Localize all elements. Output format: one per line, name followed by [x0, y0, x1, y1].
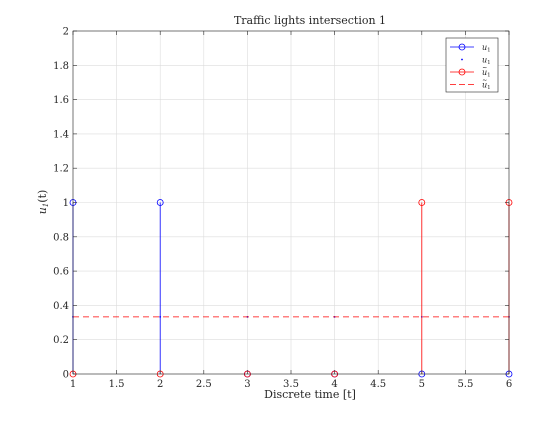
- x-tick-label: 5: [419, 379, 425, 390]
- legend-label: u1: [482, 68, 491, 79]
- legend-entry: u1~: [450, 77, 491, 91]
- legend-marker: [458, 43, 466, 51]
- y-tick-label: 0.6: [53, 267, 69, 278]
- y-tick-label: 2: [63, 27, 69, 38]
- x-tick-label: 3.5: [283, 379, 299, 390]
- tick-marks: [72, 30, 510, 375]
- y-tick-label: 0.4: [53, 301, 69, 312]
- y-tick-label: 0: [63, 370, 69, 381]
- legend-label: u1: [482, 81, 491, 92]
- x-tick-label: 1: [70, 379, 76, 390]
- legend-entry: u1: [461, 56, 491, 67]
- x-tick-label: 4.5: [370, 379, 386, 390]
- y-axis-label-sub: 1: [42, 203, 50, 207]
- stem-marker: [418, 199, 426, 206]
- y-tick-label: 1.4: [53, 129, 69, 140]
- y-tick-label: 0.8: [53, 232, 69, 243]
- x-tick-label: 1.5: [109, 379, 125, 390]
- x-tick-label: 3: [244, 379, 250, 390]
- y-tick-label: 1: [63, 198, 69, 209]
- legend-accent: ~: [482, 77, 487, 84]
- legend-label: u1: [482, 56, 491, 67]
- legend-entry: u1: [450, 43, 491, 54]
- mean-dot: [159, 315, 162, 318]
- x-tick-label: 2: [157, 379, 163, 390]
- y-tick-label: 1.2: [53, 164, 69, 175]
- legend-marker: [461, 58, 463, 61]
- x-tick-label: 4: [331, 379, 337, 390]
- legend-accent: ~: [482, 65, 487, 72]
- x-tick-labels: 1 1.5 2 2.5 3 3.5 4 4.5 5 5.5 6: [70, 379, 512, 390]
- y-tick-labels: 0 0.2 0.4 0.6 0.8 1 1.2 1.4 1.6 1.8 2: [53, 27, 69, 381]
- y-tick-label: 1.6: [53, 95, 69, 106]
- legend-entry: u1~: [450, 65, 491, 79]
- y-axis-label-suffix: (t): [36, 190, 49, 203]
- chart-title: Traffic lights intersection 1: [234, 14, 386, 27]
- y-axis-label-base: u: [36, 207, 49, 214]
- x-axis-label: Discrete time [t]: [264, 388, 356, 401]
- y-tick-label: 0.2: [53, 335, 69, 346]
- stem-marker: [156, 199, 164, 206]
- y-axis-label: u1(t): [36, 190, 50, 215]
- legend-label: u1: [482, 43, 491, 54]
- x-tick-label: 5.5: [457, 379, 473, 390]
- x-tick-label: 2.5: [196, 379, 212, 390]
- y-tick-label: 1.8: [53, 61, 69, 72]
- x-tick-label: 6: [506, 379, 512, 390]
- legend-marker: [458, 68, 466, 76]
